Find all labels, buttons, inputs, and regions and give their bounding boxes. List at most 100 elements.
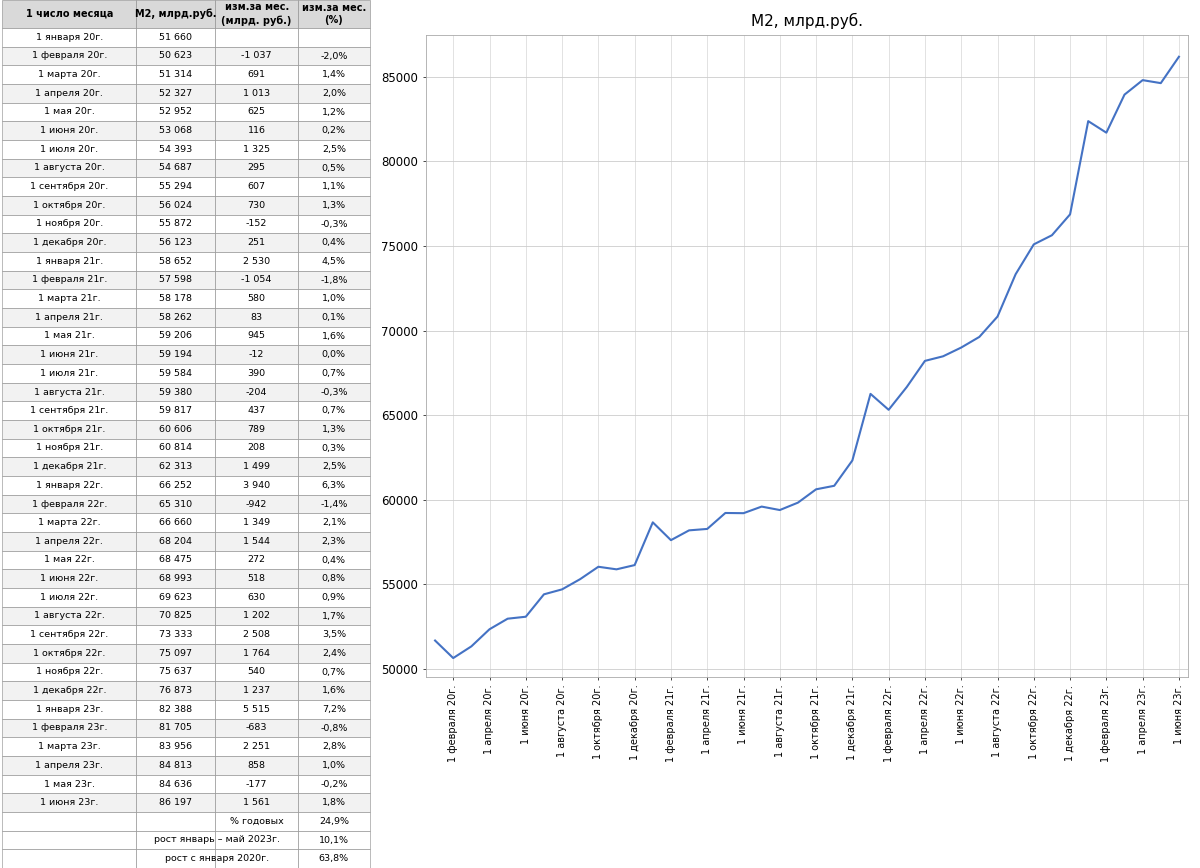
Text: 1 июля 22г.: 1 июля 22г.	[41, 593, 98, 602]
Text: 0,8%: 0,8%	[322, 574, 346, 583]
Bar	[298, 289, 370, 308]
Text: 0,7%: 0,7%	[322, 667, 346, 676]
Bar	[2, 214, 137, 233]
Text: 691: 691	[247, 70, 265, 79]
Bar	[215, 737, 298, 756]
Text: 57 598: 57 598	[160, 275, 192, 285]
Bar	[137, 271, 215, 289]
Bar	[137, 681, 215, 700]
Text: 50 623: 50 623	[160, 51, 192, 61]
Bar	[137, 793, 215, 812]
Text: 2 251: 2 251	[244, 742, 270, 751]
Text: 69 623: 69 623	[160, 593, 192, 602]
Bar	[298, 607, 370, 625]
Text: 84 813: 84 813	[160, 761, 192, 770]
Bar	[215, 364, 298, 383]
Bar	[215, 345, 298, 364]
Bar	[2, 401, 137, 420]
Bar	[215, 140, 298, 159]
Bar	[215, 495, 298, 513]
Text: 730: 730	[247, 201, 265, 210]
Bar	[2, 177, 137, 196]
Bar	[215, 159, 298, 177]
Bar	[298, 47, 370, 65]
Title: М2, млрд.руб.: М2, млрд.руб.	[751, 13, 863, 30]
Text: 1,8%: 1,8%	[322, 799, 346, 807]
Text: М2, млрд.руб.: М2, млрд.руб.	[136, 9, 217, 19]
Bar	[298, 326, 370, 345]
Bar	[215, 65, 298, 84]
Text: 1 января 20г.: 1 января 20г.	[36, 33, 103, 42]
Text: 580: 580	[247, 294, 265, 303]
Bar	[298, 28, 370, 47]
Text: 390: 390	[247, 369, 265, 378]
Bar	[137, 438, 215, 457]
Bar	[215, 122, 298, 140]
Bar	[2, 607, 137, 625]
Bar	[298, 271, 370, 289]
Text: 272: 272	[247, 556, 265, 564]
Bar	[137, 756, 215, 774]
Text: 1 марта 22г.: 1 марта 22г.	[38, 518, 101, 527]
Bar	[137, 588, 215, 607]
Bar	[298, 737, 370, 756]
Bar	[137, 122, 215, 140]
Bar	[137, 364, 215, 383]
Bar	[298, 812, 370, 831]
Text: 6,3%: 6,3%	[322, 481, 346, 490]
Text: 518: 518	[247, 574, 265, 583]
Bar	[137, 65, 215, 84]
Bar	[2, 513, 137, 532]
Text: 1 июня 20г.: 1 июня 20г.	[41, 126, 98, 135]
Bar	[137, 774, 215, 793]
Text: 1 764: 1 764	[244, 649, 270, 658]
Text: 1,4%: 1,4%	[322, 70, 346, 79]
Text: 1 ноября 21г.: 1 ноября 21г.	[36, 444, 103, 452]
Text: 55 294: 55 294	[160, 182, 192, 191]
Text: 1 апреля 22г.: 1 апреля 22г.	[36, 536, 103, 546]
Bar	[298, 774, 370, 793]
Text: 83: 83	[251, 312, 263, 322]
Text: 0,3%: 0,3%	[322, 444, 346, 452]
Bar	[137, 28, 215, 47]
Bar	[298, 513, 370, 532]
Bar	[215, 457, 298, 476]
Bar	[137, 289, 215, 308]
Bar	[2, 420, 137, 438]
Bar	[298, 214, 370, 233]
Text: 1 июня 21г.: 1 июня 21г.	[41, 350, 98, 359]
Text: -0,8%: -0,8%	[320, 724, 348, 733]
Bar	[2, 271, 137, 289]
Bar	[215, 831, 298, 849]
Bar	[298, 495, 370, 513]
Bar	[298, 831, 370, 849]
Bar	[137, 495, 215, 513]
Bar	[2, 140, 137, 159]
Text: 55 872: 55 872	[160, 220, 192, 228]
Text: -152: -152	[246, 220, 268, 228]
Text: 0,4%: 0,4%	[322, 556, 346, 564]
Text: 65 310: 65 310	[160, 499, 192, 509]
Text: 2,0%: 2,0%	[322, 89, 346, 98]
Text: 51 314: 51 314	[160, 70, 192, 79]
Bar	[215, 812, 298, 831]
Bar	[215, 849, 298, 868]
Text: 59 194: 59 194	[160, 350, 192, 359]
Bar	[298, 252, 370, 271]
Text: 52 952: 52 952	[160, 108, 192, 116]
Bar	[215, 513, 298, 532]
Text: 2 530: 2 530	[244, 257, 270, 266]
Bar	[137, 513, 215, 532]
Bar	[137, 345, 215, 364]
Text: 0,0%: 0,0%	[322, 350, 346, 359]
Bar	[298, 550, 370, 569]
Bar	[2, 233, 137, 252]
Bar	[215, 233, 298, 252]
Bar	[2, 662, 137, 681]
Text: 1,6%: 1,6%	[322, 332, 346, 340]
Bar	[215, 550, 298, 569]
Bar	[298, 140, 370, 159]
Bar	[137, 308, 215, 326]
Bar	[2, 289, 137, 308]
Text: 68 993: 68 993	[160, 574, 192, 583]
